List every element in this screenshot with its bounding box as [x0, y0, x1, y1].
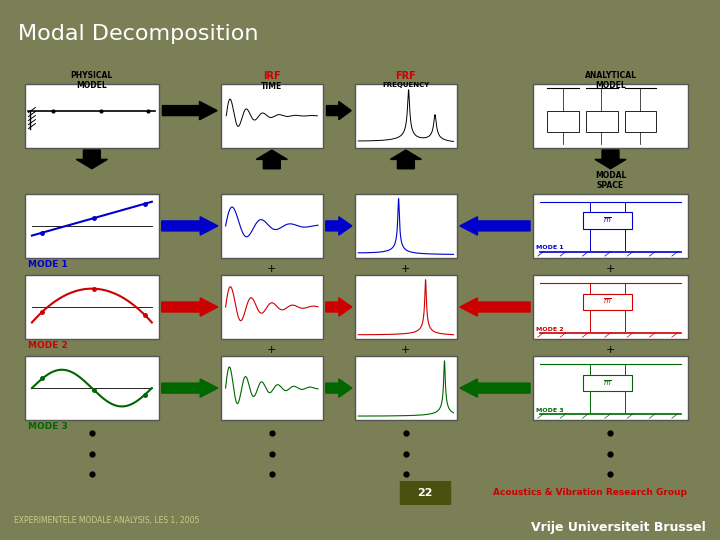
Polygon shape	[460, 217, 530, 235]
Polygon shape	[162, 379, 218, 397]
Text: EXPERIMENTELE MODALE ANALYSIS, LES 1, 2005: EXPERIMENTELE MODALE ANALYSIS, LES 1, 20…	[14, 516, 199, 525]
Text: MODE 1: MODE 1	[28, 260, 68, 269]
Text: MODE 2: MODE 2	[28, 341, 68, 350]
Text: +: +	[606, 345, 615, 355]
Text: MODAL: MODAL	[595, 171, 626, 180]
Bar	[220, 356, 323, 420]
Bar	[533, 194, 688, 258]
Polygon shape	[163, 102, 217, 120]
Bar	[586, 111, 618, 132]
Text: +: +	[401, 264, 410, 274]
Bar	[582, 212, 632, 229]
Bar	[355, 275, 457, 339]
Bar	[547, 111, 579, 132]
Polygon shape	[325, 379, 352, 397]
Bar	[220, 84, 323, 148]
Bar	[355, 84, 457, 148]
Text: +: +	[267, 264, 276, 274]
Bar	[355, 194, 457, 258]
Text: $\overline{m}$: $\overline{m}$	[603, 298, 612, 306]
Polygon shape	[460, 298, 530, 316]
Text: +: +	[401, 345, 410, 355]
Polygon shape	[595, 150, 626, 169]
Bar	[533, 275, 688, 339]
Polygon shape	[256, 150, 287, 169]
Text: MODE 3: MODE 3	[536, 408, 563, 413]
Polygon shape	[76, 150, 107, 169]
Bar	[24, 356, 159, 420]
Bar	[24, 84, 159, 148]
Bar	[582, 294, 632, 310]
Bar	[24, 194, 159, 258]
Polygon shape	[162, 298, 218, 316]
Bar	[220, 194, 323, 258]
Bar	[220, 275, 323, 339]
Text: +: +	[606, 264, 615, 274]
Text: $\overline{m}$: $\overline{m}$	[603, 379, 612, 388]
Text: SPACE: SPACE	[597, 181, 624, 190]
Text: TIME: TIME	[261, 82, 282, 91]
Text: MODE 3: MODE 3	[28, 422, 68, 431]
Text: MODEL: MODEL	[595, 82, 626, 90]
Text: ANALYTICAL: ANALYTICAL	[585, 71, 636, 80]
Bar	[533, 356, 688, 420]
Text: MODE 2: MODE 2	[536, 327, 563, 332]
Polygon shape	[326, 102, 351, 120]
Bar	[24, 275, 159, 339]
Bar	[624, 111, 657, 132]
Bar	[355, 356, 457, 420]
Polygon shape	[460, 379, 530, 397]
Text: MODE 1: MODE 1	[536, 246, 563, 251]
Polygon shape	[325, 217, 352, 235]
Text: FREQUENCY: FREQUENCY	[382, 82, 430, 88]
Text: +: +	[267, 345, 276, 355]
Polygon shape	[325, 298, 352, 316]
Text: Modal Decomposition: Modal Decomposition	[18, 24, 258, 44]
Text: IRF: IRF	[263, 71, 281, 81]
Text: FRF: FRF	[395, 71, 416, 81]
Text: Vrije Universiteit Brussel: Vrije Universiteit Brussel	[531, 521, 706, 534]
Text: 22: 22	[417, 488, 433, 498]
Bar	[533, 84, 688, 148]
Bar	[582, 375, 632, 392]
Text: PHYSICAL: PHYSICAL	[71, 71, 113, 80]
Polygon shape	[390, 150, 421, 169]
Text: $\overline{m}$: $\overline{m}$	[603, 216, 612, 225]
Polygon shape	[162, 217, 218, 235]
Bar	[400, 481, 450, 505]
Text: MODEL: MODEL	[76, 82, 107, 90]
Text: Acoustics & Vibration Research Group: Acoustics & Vibration Research Group	[493, 488, 688, 497]
